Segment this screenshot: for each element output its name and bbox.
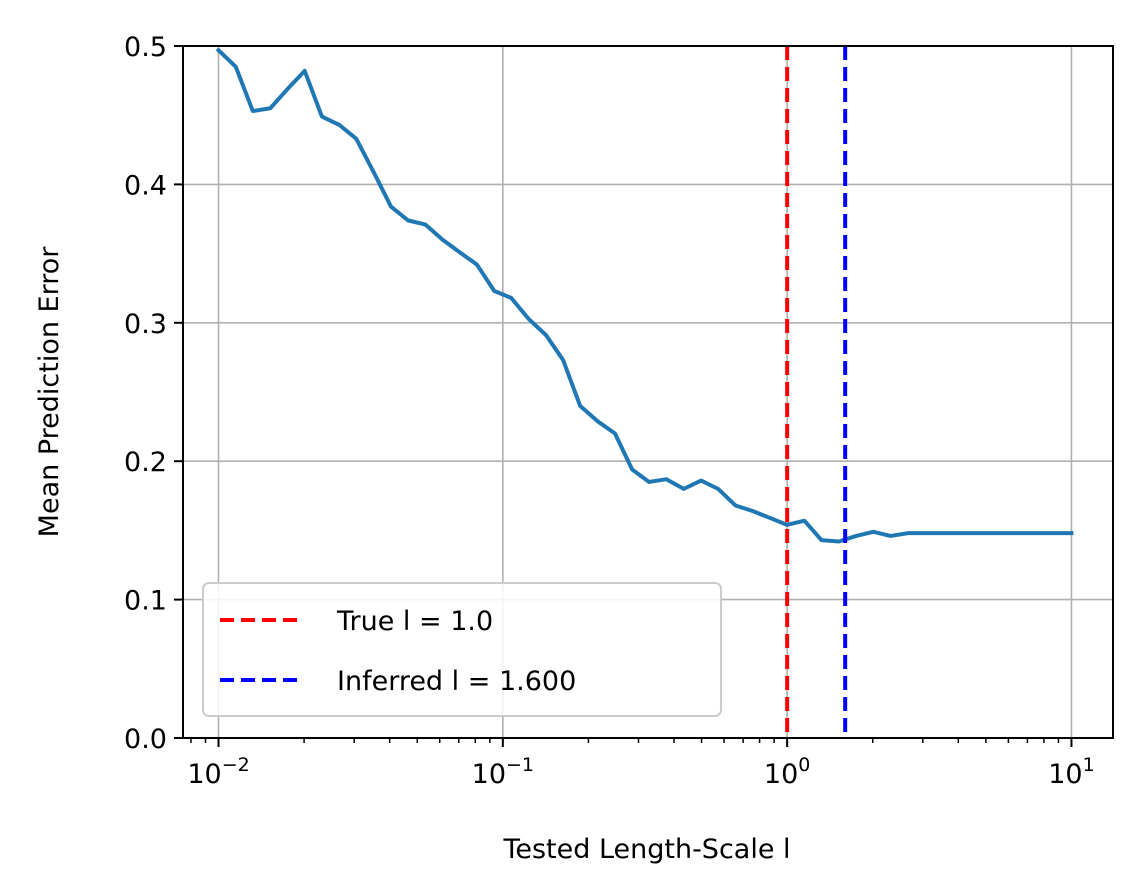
x-tick-base: 10 [187, 759, 221, 790]
reference-lines [785, 46, 848, 738]
legend: True l = 1.0 Inferred l = 1.600 [202, 582, 722, 717]
series-line [215, 47, 1074, 544]
y-tick-label: 0.0 [124, 724, 167, 755]
x-tick-exponent: 1 [1083, 754, 1095, 776]
x-tick-base: 10 [1048, 759, 1082, 790]
x-tick-label: 10−2 [187, 754, 249, 790]
x-tick-base: 10 [472, 759, 506, 790]
y-axis-label: Mean Prediction Error [34, 246, 65, 538]
y-tick-label: 0.4 [124, 170, 167, 201]
x-tick-label: 101 [1048, 754, 1094, 790]
y-axis-ticks: 0.0 0.1 0.2 0.3 0.4 0.5 [124, 32, 183, 755]
x-tick-exponent: −1 [506, 754, 534, 776]
y-tick-label: 0.2 [124, 447, 167, 478]
series-layer [215, 47, 1074, 544]
x-tick-exponent: −2 [222, 754, 250, 776]
x-tick-label: 100 [764, 754, 810, 790]
legend-label-inferred: Inferred l = 1.600 [337, 666, 576, 697]
y-tick-label: 0.3 [124, 309, 167, 340]
y-tick-label: 0.1 [124, 586, 167, 617]
x-axis-ticks: 10−2 10−1 100 101 [187, 738, 1095, 790]
x-axis-label: Tested Length-Scale l [502, 834, 790, 865]
x-tick-label: 10−1 [472, 754, 534, 790]
y-tick-label: 0.5 [124, 32, 167, 63]
plot-frame [182, 45, 1114, 739]
x-tick-base: 10 [764, 759, 798, 790]
legend-label-true: True l = 1.0 [336, 606, 493, 637]
legend-box [202, 582, 722, 717]
x-tick-exponent: 0 [798, 754, 810, 776]
